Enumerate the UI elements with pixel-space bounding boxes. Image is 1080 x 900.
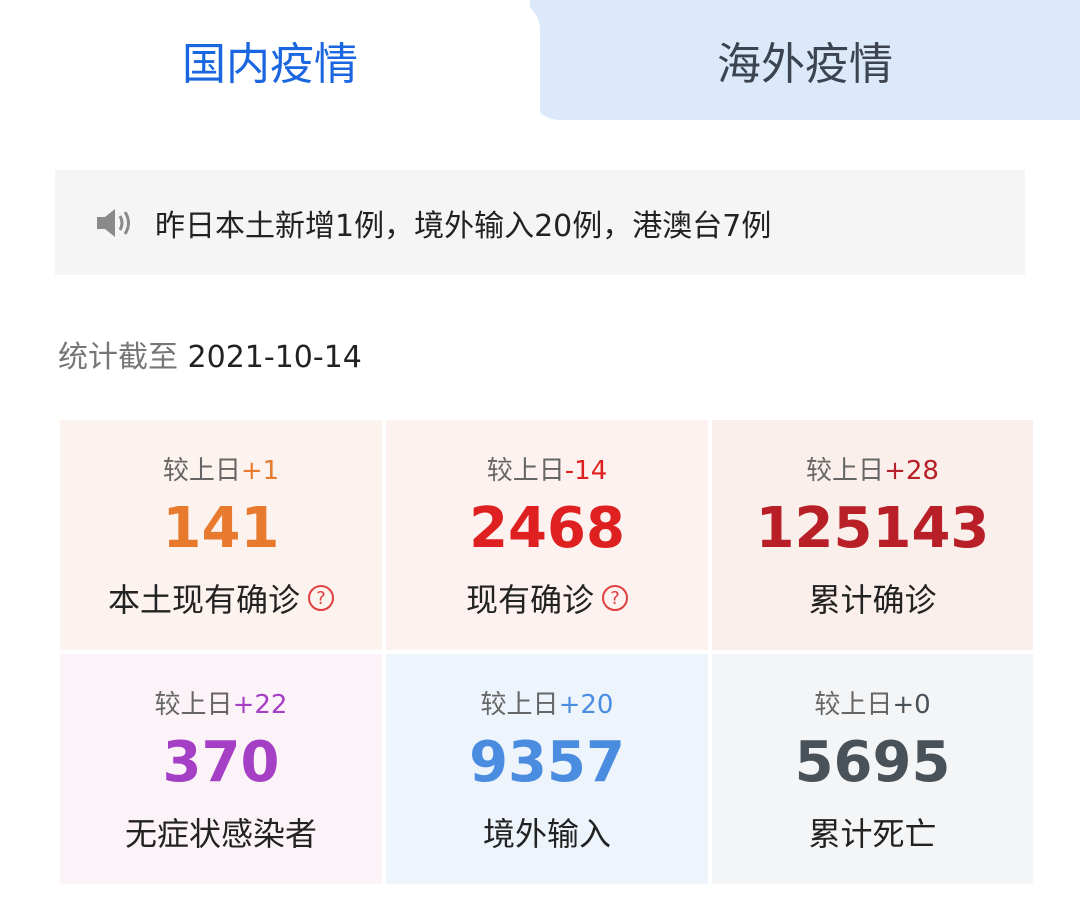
notice-text: 昨日本土新增1例，境外输入20例，港澳台7例 bbox=[155, 208, 772, 244]
change-prefix: 较上日 bbox=[480, 690, 559, 720]
change-value: +0 bbox=[892, 690, 931, 720]
stat-card-asymptomatic[interactable]: 较上日+22 370 无症状感染者 bbox=[60, 654, 382, 884]
stat-label-row: 现有确诊? bbox=[466, 575, 628, 621]
change-value: +1 bbox=[240, 456, 280, 486]
stat-value: 9357 bbox=[469, 730, 625, 795]
tab-overseas[interactable]: 海外疫情 bbox=[530, 0, 1080, 120]
stat-label: 累计死亡 bbox=[808, 815, 937, 853]
stat-label: 现有确诊 bbox=[465, 581, 594, 619]
tab-bar: 国内疫情 海外疫情 bbox=[0, 0, 1080, 120]
change-prefix: 较上日 bbox=[486, 456, 565, 486]
change-text: 较上日+22 bbox=[155, 684, 288, 721]
stat-label-row: 无症状感染者 bbox=[125, 809, 317, 855]
tab-domestic[interactable]: 国内疫情 bbox=[0, 0, 540, 120]
stat-label: 境外输入 bbox=[482, 815, 611, 853]
change-prefix: 较上日 bbox=[154, 690, 233, 720]
stats-date: 统计截至 2021-10-14 bbox=[58, 332, 362, 376]
stat-label-row: 累计确诊 bbox=[808, 575, 936, 621]
stat-card-total-deaths[interactable]: 较上日+0 5695 累计死亡 bbox=[712, 654, 1033, 884]
stats-date-value: 2021-10-14 bbox=[187, 340, 362, 375]
stat-label-row: 境外输入 bbox=[483, 809, 611, 855]
stat-label-row: 累计死亡 bbox=[808, 809, 936, 855]
change-prefix: 较上日 bbox=[162, 456, 241, 486]
stat-value: 125143 bbox=[755, 496, 990, 561]
change-value: +20 bbox=[558, 690, 614, 720]
stat-label: 无症状感染者 bbox=[124, 815, 317, 853]
stat-value: 141 bbox=[162, 496, 280, 561]
stat-value: 5695 bbox=[794, 730, 951, 795]
stat-value: 2468 bbox=[469, 496, 625, 561]
change-value: -14 bbox=[564, 456, 608, 486]
stat-value: 370 bbox=[162, 730, 280, 795]
stat-card-imported[interactable]: 较上日+20 9357 境外输入 bbox=[386, 654, 708, 884]
speaker-icon bbox=[97, 208, 130, 237]
change-text: 较上日+28 bbox=[806, 450, 939, 487]
stats-date-label: 统计截至 bbox=[58, 340, 178, 375]
stat-card-total-confirmed[interactable]: 较上日+28 125143 累计确诊 bbox=[712, 420, 1033, 650]
change-text: 较上日+20 bbox=[481, 684, 614, 721]
change-prefix: 较上日 bbox=[806, 456, 885, 486]
notice-bar[interactable]: 昨日本土新增1例，境外输入20例，港澳台7例 bbox=[55, 170, 1025, 275]
help-icon[interactable]: ? bbox=[308, 585, 334, 611]
change-prefix: 较上日 bbox=[814, 690, 893, 720]
stat-label: 累计确诊 bbox=[808, 581, 937, 619]
stat-card-local-confirmed[interactable]: 较上日+1 141 本土现有确诊? bbox=[60, 420, 382, 650]
change-text: 较上日+0 bbox=[814, 684, 930, 721]
change-text: 较上日+1 bbox=[163, 450, 279, 487]
change-value: +22 bbox=[232, 690, 288, 720]
stat-card-current-confirmed[interactable]: 较上日-14 2468 现有确诊? bbox=[386, 420, 708, 650]
help-icon[interactable]: ? bbox=[602, 585, 628, 611]
change-value: +28 bbox=[884, 456, 939, 486]
stat-label-row: 本土现有确诊? bbox=[108, 575, 334, 621]
stat-label: 本土现有确诊 bbox=[107, 581, 300, 619]
change-text: 较上日-14 bbox=[487, 450, 607, 487]
stats-grid: 较上日+1 141 本土现有确诊? 较上日-14 2468 现有确诊? 较上日+28… bbox=[60, 420, 1033, 884]
